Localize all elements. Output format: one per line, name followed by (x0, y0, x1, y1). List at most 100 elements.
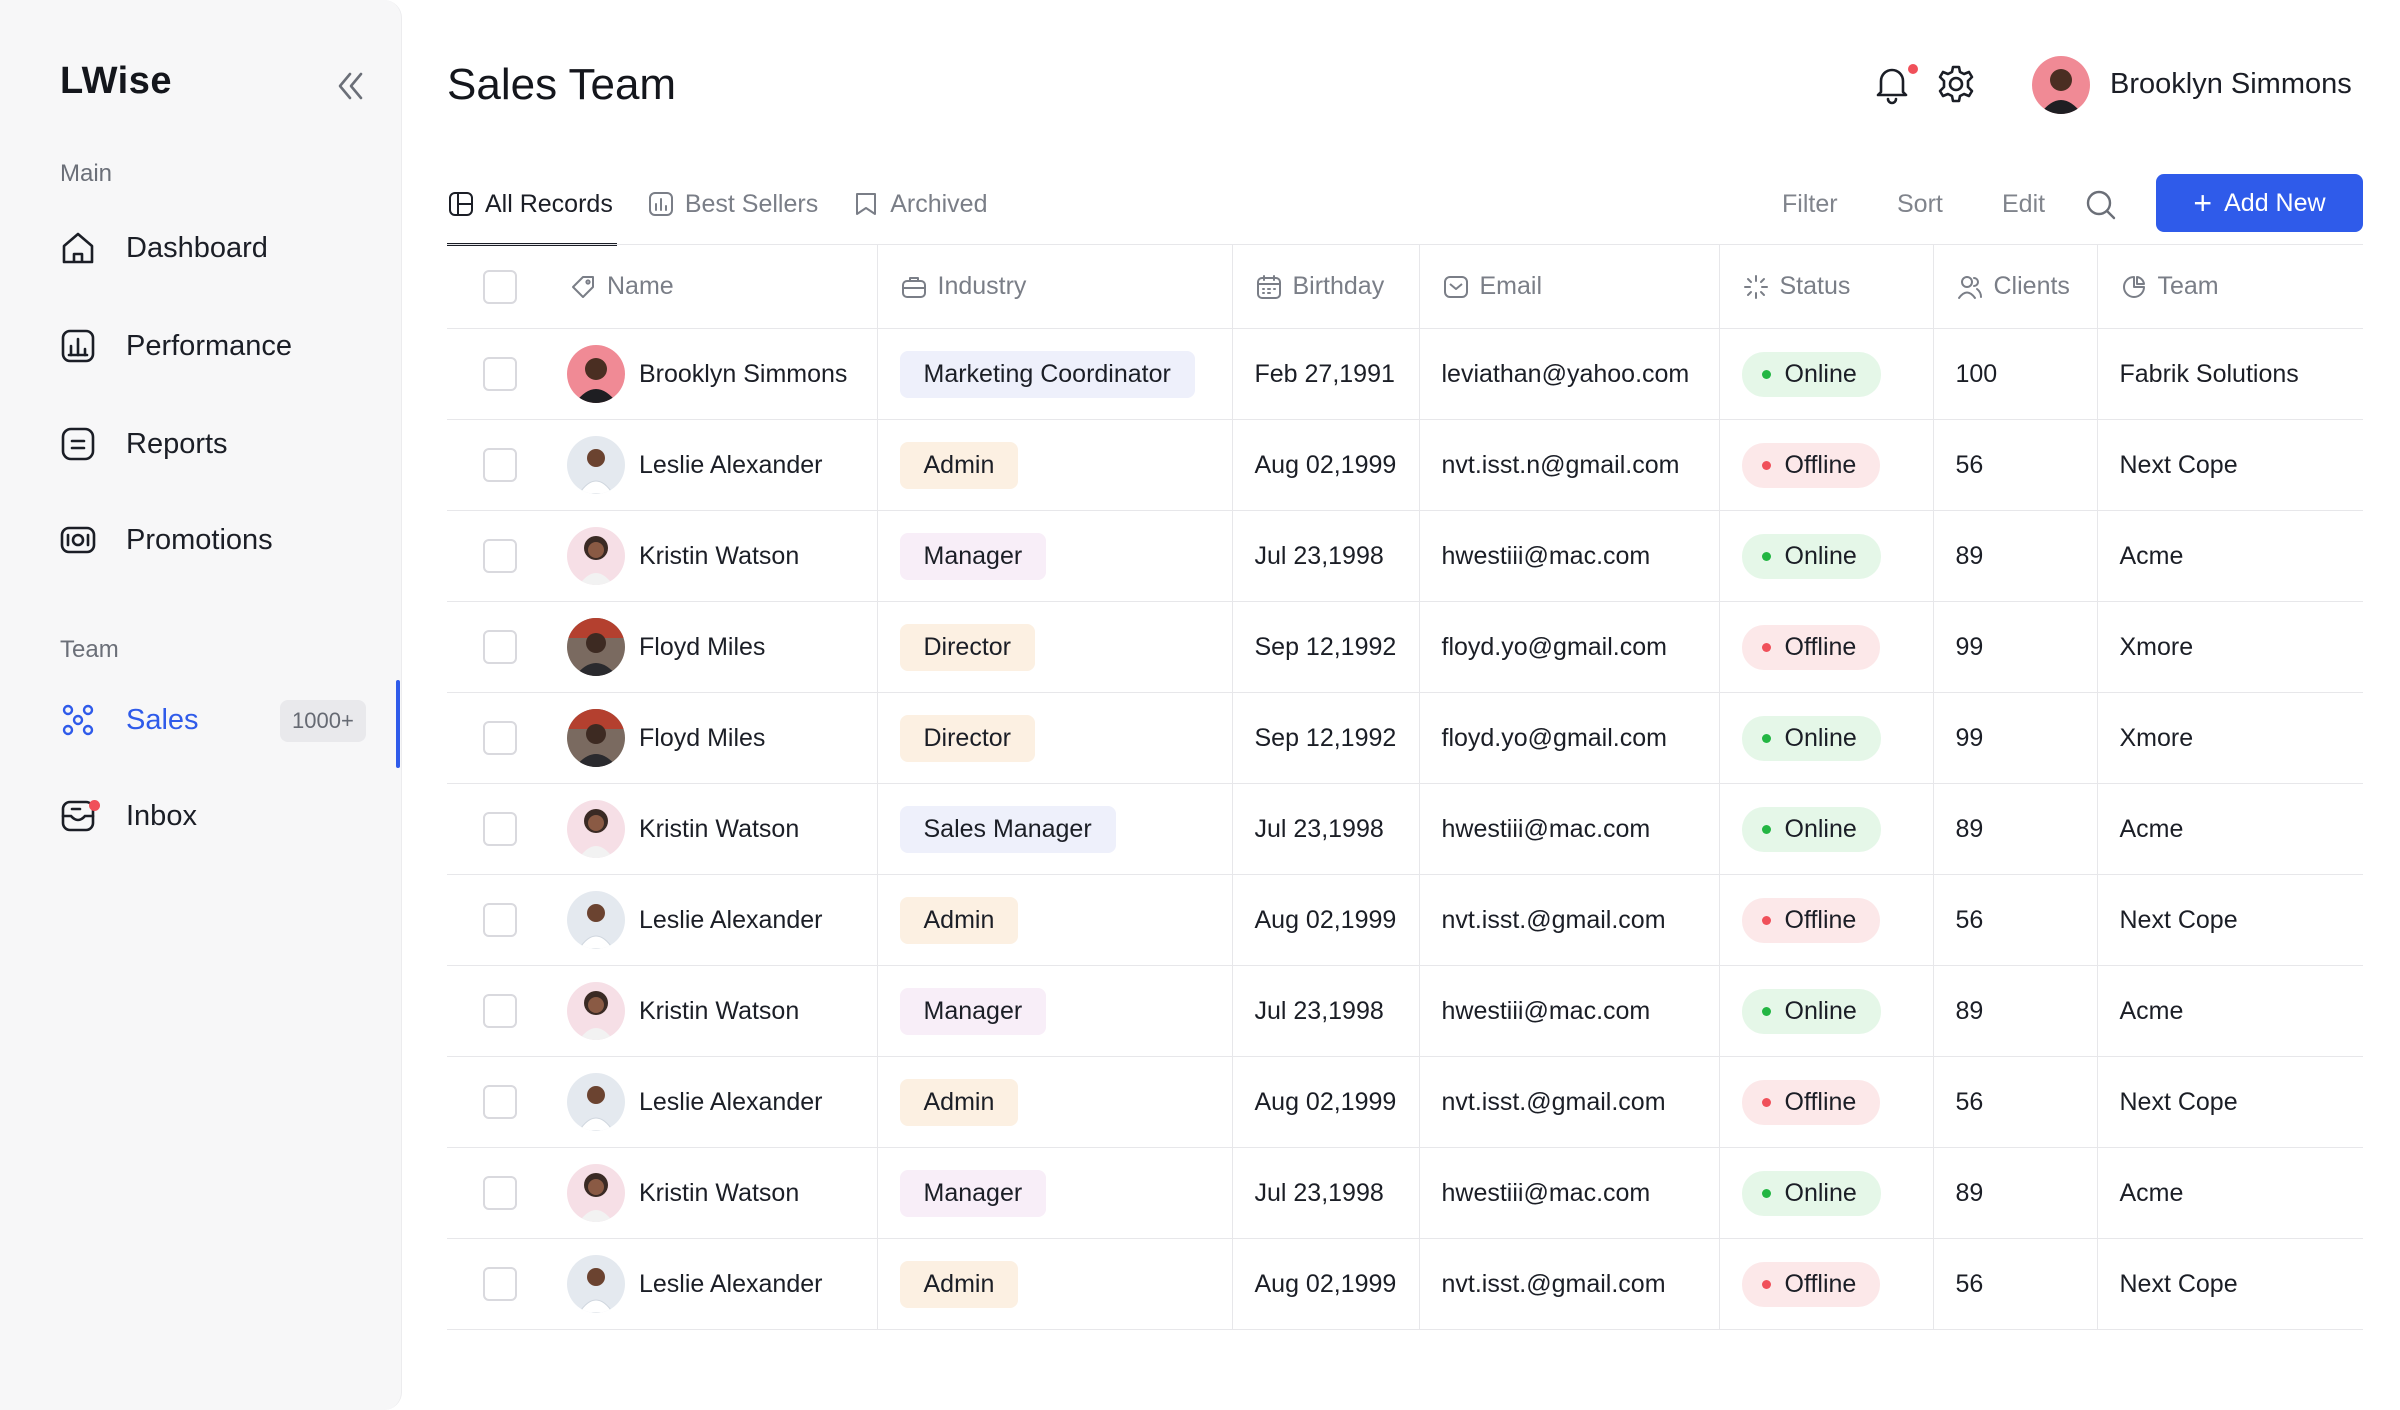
row-email[interactable]: floyd.yo@gmail.com (1441, 723, 1667, 752)
row-email[interactable]: nvt.isst.@gmail.com (1441, 1087, 1666, 1116)
industry-cell: Director (876, 601, 1232, 693)
sidebar-item-promotions[interactable]: Promotions (56, 510, 376, 570)
team-cell: Next Cope (2096, 1056, 2363, 1148)
column-header-email[interactable]: Email (1418, 244, 1719, 329)
collapse-sidebar-icon[interactable] (330, 66, 370, 106)
row-checkbox[interactable] (483, 357, 517, 391)
select-cell (447, 783, 557, 875)
status-label: Online (1784, 1178, 1857, 1207)
row-checkbox[interactable] (483, 539, 517, 573)
tab-best-sellers[interactable]: Best Sellers (647, 176, 818, 232)
row-email[interactable]: nvt.isst.n@gmail.com (1441, 450, 1680, 479)
row-checkbox[interactable] (483, 1267, 517, 1301)
table-row[interactable]: Leslie Alexander Admin Aug 02,1999 nvt.isst… (447, 1238, 2363, 1330)
status-cell: Online (1718, 783, 1933, 875)
table-row[interactable]: Kristin Watson Manager Jul 23,1998 hwestiii… (447, 510, 2363, 602)
select-all-checkbox[interactable] (483, 269, 517, 304)
edit-button[interactable]: Edit (2002, 190, 2046, 218)
status-cell: Offline (1718, 601, 1933, 693)
row-name[interactable]: Leslie Alexander (639, 450, 823, 479)
row-name[interactable]: Leslie Alexander (639, 1269, 823, 1298)
row-checkbox[interactable] (483, 448, 517, 482)
row-email[interactable]: nvt.isst.@gmail.com (1441, 1269, 1666, 1298)
sidebar-item-label: Promotions (126, 523, 273, 556)
table-row[interactable]: Leslie Alexander Admin Aug 02,1999 nvt.isst… (447, 1056, 2363, 1148)
row-name[interactable]: Leslie Alexander (639, 1087, 823, 1116)
loader-icon (1742, 273, 1770, 301)
column-header-status[interactable]: Status (1718, 244, 1933, 329)
row-email[interactable]: hwestiii@mac.com (1441, 1178, 1651, 1207)
column-header-clients[interactable]: Clients (1932, 244, 2097, 329)
tab-label: Best Sellers (684, 189, 819, 218)
row-email[interactable]: floyd.yo@gmail.com (1441, 632, 1667, 661)
row-checkbox[interactable] (483, 994, 517, 1028)
status-badge: Online (1741, 988, 1881, 1034)
briefcase-icon (900, 273, 928, 301)
table-row[interactable]: Brooklyn Simmons Marketing Coordinator Feb… (447, 328, 2363, 420)
tab-all-records[interactable]: All Records (447, 176, 617, 246)
row-name[interactable]: Brooklyn Simmons (639, 359, 848, 388)
row-email[interactable]: hwestiii@mac.com (1441, 814, 1651, 843)
table-row[interactable]: Floyd Miles Director Sep 12,1992 floyd.yo@g… (447, 692, 2363, 784)
row-name[interactable]: Kristin Watson (639, 541, 800, 570)
bell-icon[interactable] (1870, 62, 1914, 106)
sidebar-item-dashboard[interactable]: Dashboard (56, 218, 376, 278)
row-name[interactable]: Floyd Miles (639, 632, 766, 661)
row-clients: 99 (1955, 632, 1984, 661)
table-row[interactable]: Leslie Alexander Admin Aug 02,1999 nvt.isst… (447, 874, 2363, 966)
add-new-button[interactable]: + Add New (2156, 174, 2363, 232)
row-name[interactable]: Floyd Miles (639, 723, 766, 752)
row-checkbox[interactable] (483, 1176, 517, 1210)
table-row[interactable]: Floyd Miles Director Sep 12,1992 floyd.yo@g… (447, 601, 2363, 693)
industry-tag: Manager (899, 1169, 1047, 1217)
row-checkbox[interactable] (483, 903, 517, 937)
row-checkbox[interactable] (483, 812, 517, 846)
row-name[interactable]: Leslie Alexander (639, 905, 823, 934)
gear-icon[interactable] (1934, 62, 1978, 106)
industry-tag: Admin (899, 896, 1019, 944)
industry-cell: Manager (876, 965, 1232, 1057)
tab-label: All Records (485, 189, 613, 218)
user-avatar[interactable] (2032, 56, 2090, 114)
filter-button[interactable]: Filter (1782, 190, 1838, 218)
industry-tag: Admin (899, 441, 1019, 489)
sidebar-item-label: Sales (126, 703, 199, 736)
tab-archived[interactable]: Archived (852, 176, 987, 232)
industry-tag: Admin (899, 1260, 1019, 1308)
row-email[interactable]: hwestiii@mac.com (1441, 996, 1651, 1025)
sort-button[interactable]: Sort (1897, 190, 1943, 218)
row-name[interactable]: Kristin Watson (639, 1178, 800, 1207)
sidebar-item-performance[interactable]: Performance (56, 316, 376, 376)
user-name[interactable]: Brooklyn Simmons (2110, 68, 2352, 100)
row-name[interactable]: Kristin Watson (639, 814, 800, 843)
row-name[interactable]: Kristin Watson (639, 996, 800, 1025)
row-email[interactable]: hwestiii@mac.com (1441, 541, 1651, 570)
row-email[interactable]: nvt.isst.@gmail.com (1441, 905, 1666, 934)
sidebar-item-sales[interactable]: Sales (56, 690, 376, 750)
industry-cell: Admin (876, 874, 1232, 966)
table-row[interactable]: Kristin Watson Manager Jul 23,1998 hwestiii… (447, 965, 2363, 1057)
column-header-birthday[interactable]: Birthday (1231, 244, 1419, 329)
column-header-team[interactable]: Team (2096, 244, 2363, 329)
team-cell: Acme (2096, 510, 2363, 602)
row-birthday: Sep 12,1992 (1254, 723, 1397, 752)
row-checkbox[interactable] (483, 721, 517, 755)
row-checkbox[interactable] (483, 630, 517, 664)
column-label: Birthday (1292, 272, 1385, 300)
row-checkbox[interactable] (483, 1085, 517, 1119)
industry-tag: Marketing Coordinator (899, 350, 1195, 398)
column-header-name[interactable]: Name (557, 244, 877, 329)
sales-count-badge: 1000+ (280, 700, 366, 742)
row-email[interactable]: leviathan@yahoo.com (1441, 359, 1690, 388)
table-row[interactable]: Leslie Alexander Admin Aug 02,1999 nvt.isst… (447, 419, 2363, 511)
search-icon[interactable] (2082, 186, 2120, 224)
avatar-leslie-alexander (567, 891, 625, 949)
table-row[interactable]: Kristin Watson Sales Manager Jul 23,1998 hw… (447, 783, 2363, 875)
sidebar-item-inbox[interactable]: Inbox (56, 786, 376, 846)
sidebar-item-reports[interactable]: Reports (56, 414, 376, 474)
inbox-notification-dot (89, 800, 100, 811)
inbox-icon (56, 794, 100, 838)
column-header-industry[interactable]: Industry (876, 244, 1232, 329)
industry-tag: Director (899, 623, 1036, 671)
table-row[interactable]: Kristin Watson Manager Jul 23,1998 hwestiii… (447, 1147, 2363, 1239)
